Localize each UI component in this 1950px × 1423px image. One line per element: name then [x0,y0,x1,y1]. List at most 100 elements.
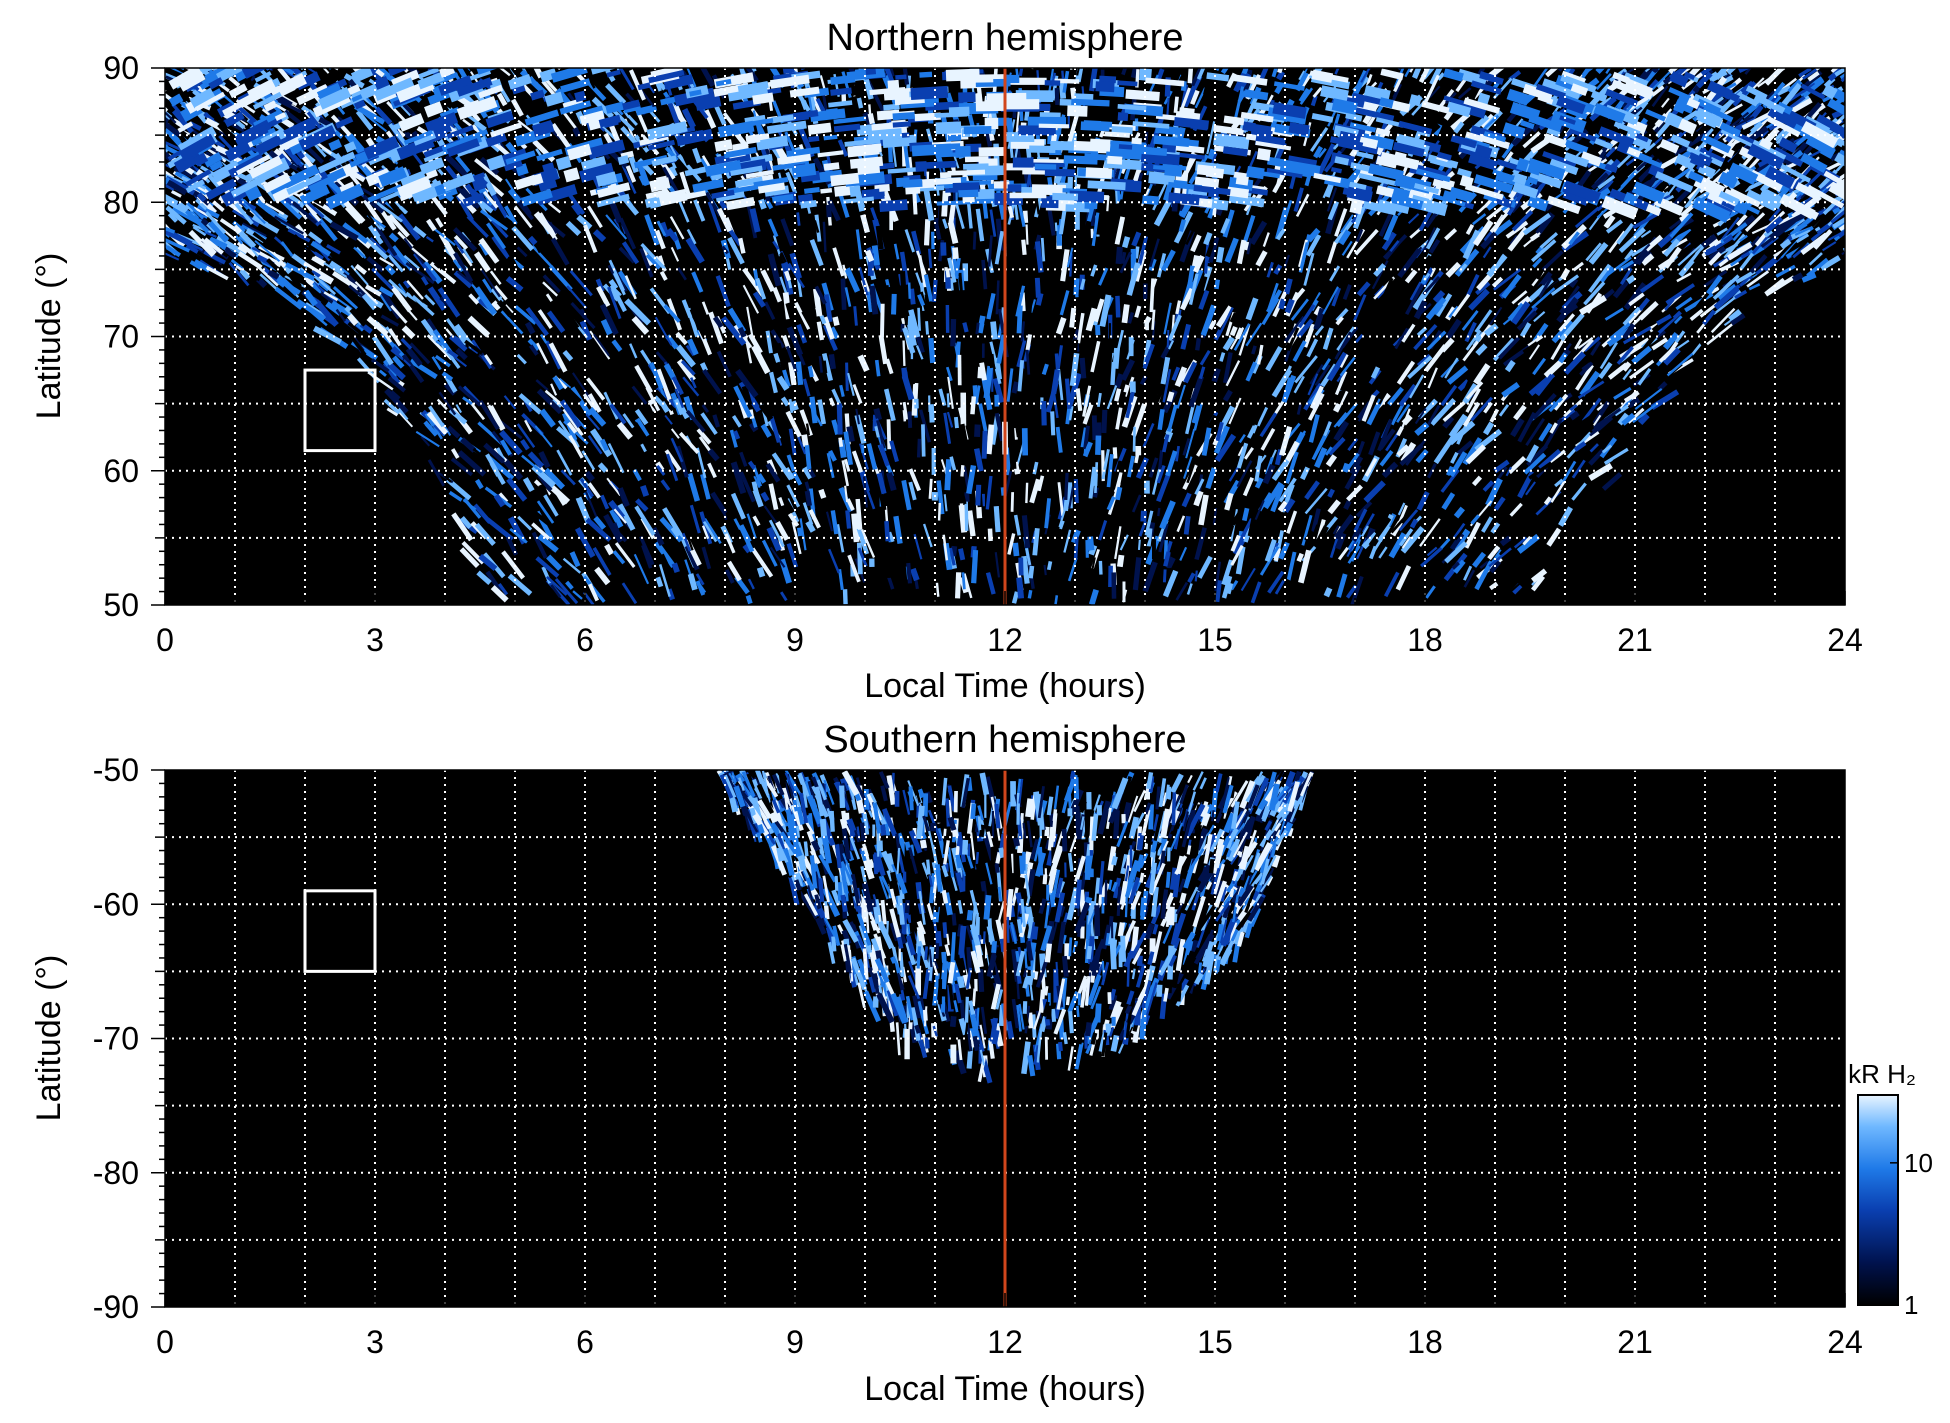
north-emission-streak [1357,304,1376,327]
north-emission-streak [1401,414,1413,426]
north-emission-streak [624,298,652,326]
north-emission-streak [1493,249,1505,265]
north-emission-streak [908,468,922,492]
north-emission-streak [1448,305,1459,319]
north-emission-streak [1173,247,1181,260]
north-emission-streak [688,308,709,340]
north-emission-streak [480,268,501,298]
north-emission-streak [775,521,790,541]
north-emission-streak [1101,409,1108,434]
north-emission-streak [493,284,508,301]
north-emission-streak [1720,216,1740,241]
north-emission-streak [981,259,988,290]
north-emission-streak [1805,171,1823,188]
north-emission-streak [1764,68,1786,86]
north-emission-streak [422,260,443,285]
north-emission-streak [294,234,316,258]
north-emission-streak [1545,68,1559,78]
north-emission-streak [1069,253,1073,277]
north-emission-streak [949,279,954,291]
north-emission-streak [536,388,563,415]
north-emission-streak [328,68,333,70]
north-emission-streak [748,421,759,433]
north-emission-streak [587,205,603,229]
north-emission-streak [697,581,707,593]
north-emission-streak [597,462,608,473]
north-emission-streak [966,203,973,229]
north-emission-streak [1246,425,1257,439]
north-emission-streak [1368,431,1381,456]
north-emission-streak [1225,360,1241,387]
north-emission-streak [889,440,899,463]
north-emission-streak [1661,97,1670,108]
north-emission-streak [1222,209,1235,238]
north-emission-streak [703,517,722,544]
north-emission-streak [1596,403,1605,412]
north-emission-streak [1327,499,1341,515]
north-emission-streak [251,214,280,234]
north-emission-streak [1678,250,1702,278]
north-emission-streak [779,251,787,263]
north-emission-streak [1310,508,1321,534]
north-emission-streak [533,211,557,238]
north-emission-streak [165,98,166,101]
north-emission-streak [745,68,759,82]
north-emission-streak [1167,404,1178,432]
north-polar-patch [1050,140,1076,151]
north-emission-streak [1060,249,1070,282]
north-emission-streak [639,247,654,278]
north-emission-streak [670,246,680,262]
north-emission-streak [1416,353,1431,367]
north-emission-streak [873,408,883,421]
north-emission-streak [392,355,405,369]
north-emission-streak [978,403,988,432]
north-emission-streak [428,405,445,428]
north-emission-streak [461,540,485,565]
north-emission-streak [801,269,808,302]
north-emission-streak [1007,205,1015,219]
north-emission-streak [681,532,692,552]
north-emission-streak [550,383,558,396]
north-emission-streak [1651,85,1665,97]
north-emission-streak [942,534,949,561]
north-emission-streak [1713,284,1742,310]
north-emission-streak [1551,319,1574,344]
north-emission-streak [1203,243,1210,274]
north-emission-streak [1470,396,1494,422]
north-emission-streak [1482,387,1492,397]
north-emission-streak [1689,308,1704,321]
north-emission-streak [1627,396,1641,409]
north-emission-streak [1768,207,1782,222]
north-emission-streak [1258,68,1269,82]
north-emission-streak [348,284,366,300]
north-auroral-emission [165,68,1845,605]
north-emission-streak [463,497,482,519]
north-emission-streak [1145,528,1153,547]
north-emission-streak [165,227,193,247]
north-emission-streak [369,236,387,254]
north-emission-streak [592,333,610,357]
north-emission-streak [742,543,752,554]
north-emission-streak [1407,568,1416,579]
north-emission-streak [1040,237,1046,262]
north-polar-patch [1083,120,1102,129]
north-emission-streak [1304,173,1312,187]
north-emission-streak [1465,329,1482,351]
north-emission-streak [767,218,779,238]
north-emission-streak [727,236,745,265]
north-emission-streak [1286,551,1297,582]
north-emission-streak [1583,336,1601,352]
north-emission-streak [1278,477,1297,503]
north-emission-streak [902,409,907,422]
north-emission-streak [1219,352,1226,362]
north-emission-streak [1416,326,1428,337]
north-emission-streak [1832,144,1845,157]
north-emission-streak [1054,595,1059,605]
north-emission-streak [964,501,969,531]
north-emission-streak [730,461,747,495]
north-emission-streak [1201,427,1212,456]
north-emission-streak [916,438,922,458]
north-emission-streak [1617,412,1630,426]
north-emission-streak [1180,323,1192,350]
north-emission-streak [1706,246,1727,262]
